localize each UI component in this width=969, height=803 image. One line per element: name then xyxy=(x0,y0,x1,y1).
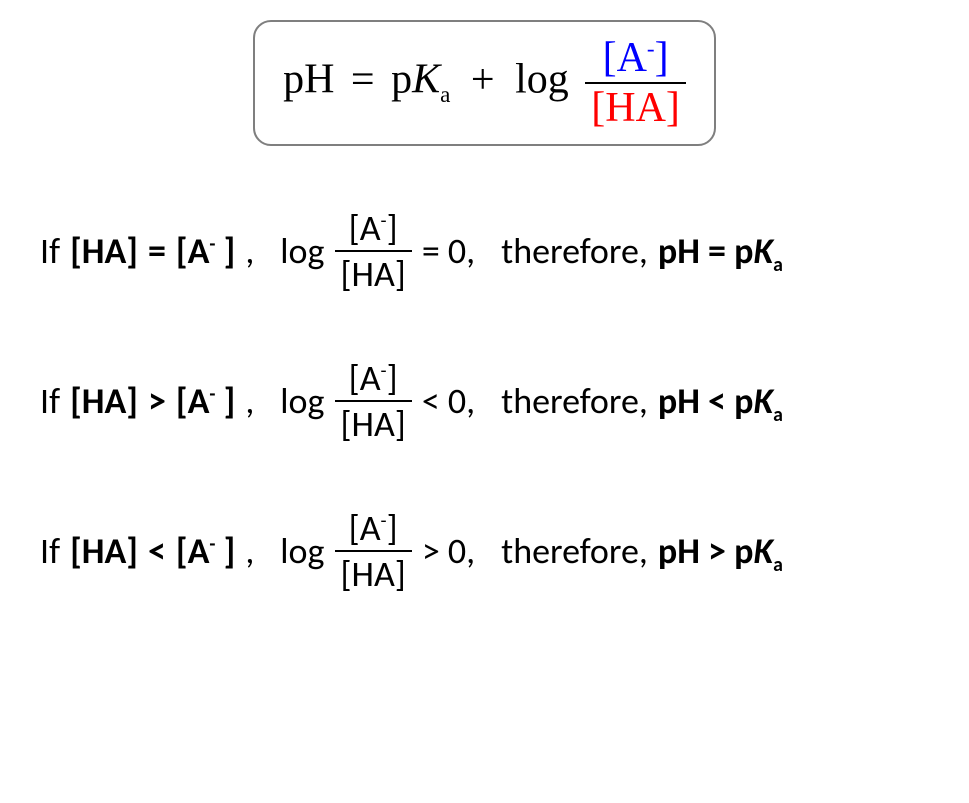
r-sub: a xyxy=(773,553,783,577)
cn1: [A xyxy=(349,206,381,250)
den-open: [ xyxy=(591,85,605,131)
r-sub: a xyxy=(773,253,783,277)
comma: , xyxy=(245,229,254,273)
case-num: [A-] xyxy=(335,506,412,552)
case-den: [HA] xyxy=(335,402,412,446)
result: pH = pKa xyxy=(658,229,783,273)
cn3: ] xyxy=(387,206,398,250)
if-label: If xyxy=(40,379,60,423)
henderson-hasselbalch-box: pH = pKa + log [A-] [HA] xyxy=(253,20,716,146)
cn3: ] xyxy=(387,356,398,400)
log-label: log xyxy=(280,229,324,273)
rel-op: = 0, xyxy=(422,229,475,273)
pka-K: K xyxy=(412,57,440,103)
if-label: If xyxy=(40,229,60,273)
comma: , xyxy=(245,379,254,423)
log-label: log xyxy=(280,529,324,573)
den-HA: HA xyxy=(605,85,666,131)
cond-rhs: [A- ] xyxy=(176,529,235,573)
cond-lhs: [HA] xyxy=(70,379,138,423)
cond-op: > xyxy=(148,379,166,423)
cn1: [A xyxy=(349,356,381,400)
cond-rhs-open: [A xyxy=(176,529,210,573)
r-K: K xyxy=(753,379,773,423)
cond-lhs: [HA] xyxy=(70,229,138,273)
r-op: = xyxy=(700,229,734,273)
ph-label: pH xyxy=(283,57,334,103)
r-lhs: pH xyxy=(658,379,700,423)
cond-op: = xyxy=(148,229,166,273)
cond-rhs-open: [A xyxy=(176,229,210,273)
therefore-label: therefore, xyxy=(501,229,648,273)
cond-op: < xyxy=(148,529,166,573)
plus-sign: + xyxy=(461,57,505,103)
case-num: [A-] xyxy=(335,206,412,252)
case-row-equal: If [HA] = [A- ], log [A-] [HA] = 0, ther… xyxy=(40,206,929,296)
cn1: [A xyxy=(349,506,381,550)
num-open: [ xyxy=(603,35,617,81)
cond-rhs-close: ] xyxy=(215,229,235,273)
result: pH > pKa xyxy=(658,529,783,573)
case-row-greater: If [HA] > [A- ], log [A-] [HA] < 0, ther… xyxy=(40,356,929,446)
pka-p: p xyxy=(391,57,412,103)
therefore-label: therefore, xyxy=(501,529,648,573)
fraction-numerator: [A-] xyxy=(585,34,686,84)
r-sub: a xyxy=(773,403,783,427)
r-lhs: pH xyxy=(658,229,700,273)
comma: , xyxy=(245,529,254,573)
case-row-less: If [HA] < [A- ], log [A-] [HA] > 0, ther… xyxy=(40,506,929,596)
case-fraction: [A-] [HA] xyxy=(335,206,412,296)
case-num: [A-] xyxy=(335,356,412,402)
num-sup: - xyxy=(647,35,655,61)
den-close: ] xyxy=(666,85,680,131)
r-p: p xyxy=(734,529,753,573)
pka-sub: a xyxy=(440,81,450,107)
r-K: K xyxy=(753,229,773,273)
main-equation-container: pH = pKa + log [A-] [HA] xyxy=(40,20,929,206)
cond-rhs: [A- ] xyxy=(176,229,235,273)
cond-rhs-open: [A xyxy=(176,379,210,423)
case-fraction: [A-] [HA] xyxy=(335,506,412,596)
ratio-fraction: [A-] [HA] xyxy=(585,34,686,132)
r-p: p xyxy=(734,229,753,273)
r-op: < xyxy=(700,379,734,423)
num-A: A xyxy=(617,35,647,81)
equals-sign: = xyxy=(345,57,381,103)
case-den: [HA] xyxy=(335,252,412,296)
r-op: > xyxy=(700,529,734,573)
num-close: ] xyxy=(655,35,669,81)
r-lhs: pH xyxy=(658,529,700,573)
log-label: log xyxy=(280,379,324,423)
rel-op: < 0, xyxy=(422,379,475,423)
r-K: K xyxy=(753,529,773,573)
log-label: log xyxy=(515,57,569,103)
r-p: p xyxy=(734,379,753,423)
rel-op: > 0, xyxy=(422,529,475,573)
result: pH < pKa xyxy=(658,379,783,423)
cond-lhs: [HA] xyxy=(70,529,138,573)
therefore-label: therefore, xyxy=(501,379,648,423)
case-fraction: [A-] [HA] xyxy=(335,356,412,446)
cond-rhs: [A- ] xyxy=(176,379,235,423)
case-den: [HA] xyxy=(335,552,412,596)
if-label: If xyxy=(40,529,60,573)
cond-rhs-close: ] xyxy=(215,529,235,573)
cn3: ] xyxy=(387,506,398,550)
cond-rhs-close: ] xyxy=(215,379,235,423)
fraction-denominator: [HA] xyxy=(585,84,686,132)
